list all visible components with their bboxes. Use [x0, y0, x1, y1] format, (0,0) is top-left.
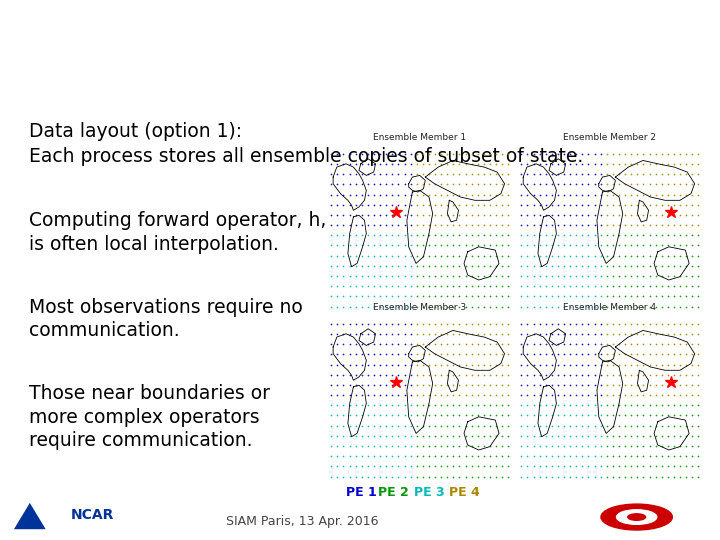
Text: PE 2: PE 2 — [379, 485, 409, 498]
Polygon shape — [14, 503, 45, 529]
Text: more complex operators: more complex operators — [29, 408, 259, 427]
Text: Ensemble Member 2: Ensemble Member 2 — [563, 133, 657, 142]
Text: Those near boundaries or: Those near boundaries or — [29, 384, 270, 403]
Text: require communication.: require communication. — [29, 431, 252, 450]
Text: Computing forward operator, h,: Computing forward operator, h, — [29, 212, 326, 231]
Text: SIAM Paris, 13 Apr. 2016: SIAM Paris, 13 Apr. 2016 — [226, 515, 379, 528]
Circle shape — [616, 510, 657, 524]
Text: Ensemble Member 1: Ensemble Member 1 — [373, 133, 467, 142]
Circle shape — [628, 514, 646, 521]
Text: communication.: communication. — [29, 321, 179, 340]
Text: PE 1: PE 1 — [346, 485, 377, 498]
Text: Each process stores all ensemble copies of subset of state.: Each process stores all ensemble copies … — [29, 147, 583, 166]
Text: Most observations require no: Most observations require no — [29, 298, 302, 317]
Text: Data layout (option 1):: Data layout (option 1): — [29, 123, 242, 141]
Text: is often local interpolation.: is often local interpolation. — [29, 235, 279, 254]
Text: Computing Forward Operators: Computing Forward Operators — [192, 13, 528, 33]
Text: NCAR: NCAR — [71, 508, 114, 522]
Circle shape — [587, 499, 687, 535]
Text: PE 3: PE 3 — [414, 485, 444, 498]
Text: Ensemble Member 4: Ensemble Member 4 — [563, 303, 657, 312]
Circle shape — [601, 504, 672, 530]
Text: Ensemble Member 3: Ensemble Member 3 — [373, 303, 467, 312]
Text: PE 4: PE 4 — [449, 485, 480, 498]
